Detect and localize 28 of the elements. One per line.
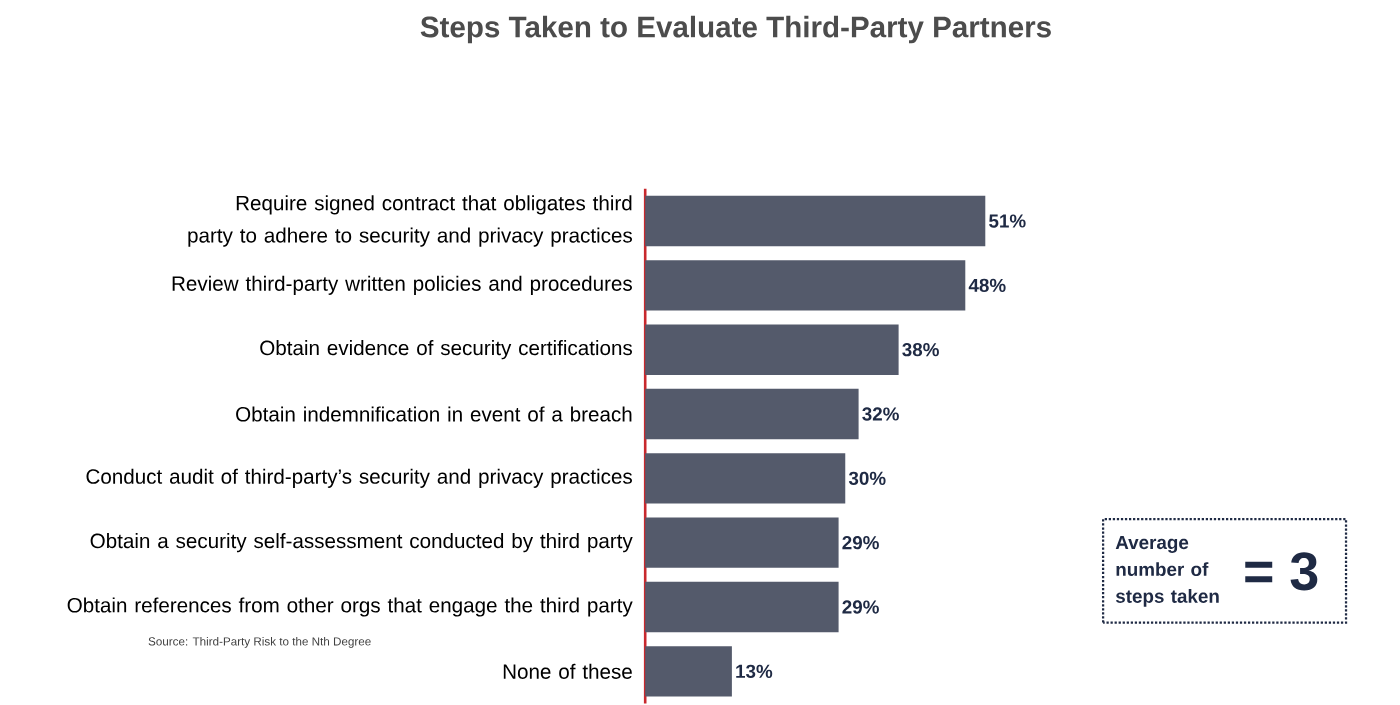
y-tick-label: None of these (503, 663, 632, 679)
bar (645, 646, 732, 697)
data-label: 29% (842, 536, 879, 550)
data-label: 29% (842, 600, 879, 614)
chart-title: Steps Taken to Evaluate Third-Party Partners (420, 15, 1051, 44)
y-tick-label: Obtain a security self-assessment conducted by third party (90, 533, 633, 553)
bar (645, 517, 839, 568)
source-note: Source: Third-Party Risk to the Nth Degree (148, 637, 371, 648)
y-tick-label: Obtain evidence of security certifications (260, 340, 632, 360)
bar (645, 388, 859, 440)
y-tick-label: Conduct audit of third-party’s security and privacy practices (86, 468, 632, 489)
data-label: 51% (989, 214, 1026, 228)
data-label: 30% (848, 471, 886, 486)
bar (645, 195, 986, 247)
y-tick-label: Review third-party written policies and procedures (172, 275, 632, 296)
y-tick-label: Obtain references from other orgs that engage the third party (67, 597, 633, 617)
text: Average number of steps taken (1115, 536, 1219, 607)
data-label: 48% (968, 278, 1006, 293)
bar (645, 581, 839, 633)
data-label: 13% (736, 664, 773, 679)
bar (645, 324, 899, 375)
text: = 3 (1245, 552, 1318, 591)
y-tick-label: Require signed contract that obligates third party to adhere to security and privacy practices (188, 195, 632, 247)
bar (645, 260, 966, 311)
data-label: 38% (902, 343, 939, 357)
y-tick-label: Obtain indemnification in event of a breach (236, 406, 632, 422)
data-label: 32% (862, 407, 899, 421)
bar (645, 453, 846, 504)
